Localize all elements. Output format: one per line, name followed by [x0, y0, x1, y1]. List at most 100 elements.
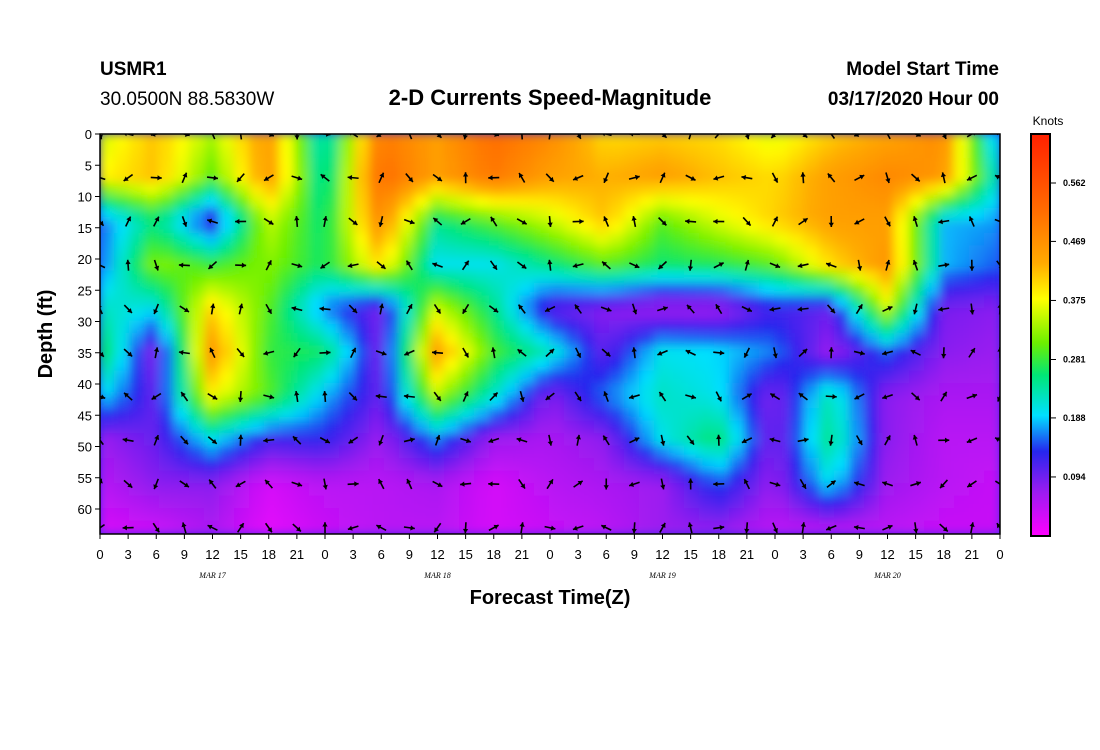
- heatmap-cell: [369, 395, 386, 410]
- heatmap-cell: [234, 283, 251, 298]
- heatmap-cell: [714, 395, 731, 410]
- heatmap-cell: [894, 295, 911, 310]
- current-arrow: [294, 390, 300, 403]
- heatmap-cell: [174, 495, 191, 510]
- heatmap-cell: [174, 470, 191, 485]
- current-arrow: [715, 303, 723, 315]
- heatmap-cell: [144, 283, 161, 298]
- heatmap-cell: [909, 308, 926, 323]
- heatmap-cell: [729, 183, 746, 198]
- heatmap-cell: [159, 358, 176, 373]
- current-arrow: [912, 434, 918, 446]
- current-arrow: [462, 134, 468, 140]
- date-label: MAR 18: [423, 571, 450, 580]
- heatmap-cell: [129, 233, 146, 248]
- heatmap-cell: [219, 270, 236, 285]
- heatmap-cell: [504, 508, 521, 523]
- heatmap-cell: [459, 134, 476, 148]
- heatmap-cell: [234, 295, 251, 310]
- heatmap-cell: [174, 370, 191, 385]
- heatmap-cell: [549, 508, 566, 523]
- current-arrow: [519, 522, 525, 534]
- heatmap-cell: [699, 433, 716, 448]
- heatmap-cell: [504, 145, 521, 160]
- heatmap-cell: [684, 433, 701, 448]
- heatmap-cell: [624, 383, 641, 398]
- heatmap-cell: [984, 208, 1000, 223]
- heatmap-cell: [159, 345, 176, 360]
- heatmap-cell: [594, 358, 611, 373]
- heatmap-cell: [534, 508, 551, 523]
- heatmap-cell: [549, 495, 566, 510]
- heatmap-cell: [534, 245, 551, 260]
- heatmap-cell: [849, 395, 866, 410]
- heatmap-cell: [819, 134, 836, 148]
- heatmap-cell: [369, 358, 386, 373]
- heatmap-cell: [984, 420, 1000, 435]
- heatmap-cell: [474, 258, 491, 273]
- heatmap-cell: [579, 370, 596, 385]
- heatmap-cell: [189, 308, 206, 323]
- heatmap-cell: [819, 420, 836, 435]
- current-arrow: [432, 262, 443, 268]
- heatmap-cell: [519, 370, 536, 385]
- current-arrow: [769, 481, 781, 487]
- heatmap-cell: [669, 445, 686, 460]
- heatmap-cell: [444, 495, 461, 510]
- current-arrow: [319, 350, 331, 356]
- heatmap-cell: [279, 495, 296, 510]
- heatmap-cell: [294, 420, 311, 435]
- heatmap-cell: [444, 358, 461, 373]
- heatmap-cell: [414, 145, 431, 160]
- heatmap-cell: [339, 483, 356, 498]
- heatmap-cell: [924, 145, 941, 160]
- heatmap-cell: [579, 470, 596, 485]
- heatmap-cell: [264, 458, 281, 473]
- heatmap-cell: [279, 145, 296, 160]
- heatmap-cell: [849, 445, 866, 460]
- heatmap-cell: [969, 145, 986, 160]
- heatmap-cell: [459, 145, 476, 160]
- current-arrow: [347, 175, 359, 181]
- heatmap-cell: [609, 158, 626, 173]
- heatmap-cell: [129, 134, 146, 148]
- heatmap-cell: [354, 483, 371, 498]
- heatmap-cell: [189, 208, 206, 223]
- heatmap-cell: [594, 495, 611, 510]
- current-arrow: [405, 173, 414, 183]
- heatmap-cell: [264, 220, 281, 235]
- heatmap-cell: [564, 195, 581, 210]
- heatmap-cell: [249, 270, 266, 285]
- heatmap-cell: [100, 395, 116, 410]
- current-arrow: [519, 390, 525, 403]
- colorbar-tick-label: 0.281: [1063, 354, 1086, 364]
- current-arrow: [349, 347, 357, 359]
- heatmap-cell: [669, 320, 686, 335]
- current-arrow: [462, 522, 469, 534]
- heatmap-cell: [414, 333, 431, 348]
- heatmap-cell: [774, 520, 791, 534]
- heatmap-cell: [834, 270, 851, 285]
- heatmap-cell: [774, 508, 791, 523]
- current-arrow: [910, 173, 921, 182]
- heatmap-cell: [969, 358, 986, 373]
- current-arrow: [573, 480, 584, 488]
- heatmap-cell: [609, 433, 626, 448]
- heatmap-cell: [129, 333, 146, 348]
- heatmap-cell: [864, 158, 881, 173]
- heatmap-cell: [249, 395, 266, 410]
- heatmap-cell: [684, 220, 701, 235]
- heatmap-cell: [174, 458, 191, 473]
- heatmap-cell: [219, 470, 236, 485]
- heatmap-cell: [219, 145, 236, 160]
- heatmap-cell: [534, 158, 551, 173]
- heatmap-cell: [624, 295, 641, 310]
- heatmap-cell: [159, 433, 176, 448]
- current-arrow: [322, 522, 328, 534]
- heatmap-cell: [399, 308, 416, 323]
- heatmap-cell: [204, 320, 221, 335]
- heatmap-cell: [819, 170, 836, 185]
- heatmap-cell: [339, 358, 356, 373]
- heatmap-cell: [114, 308, 131, 323]
- heatmap-cell: [354, 320, 371, 335]
